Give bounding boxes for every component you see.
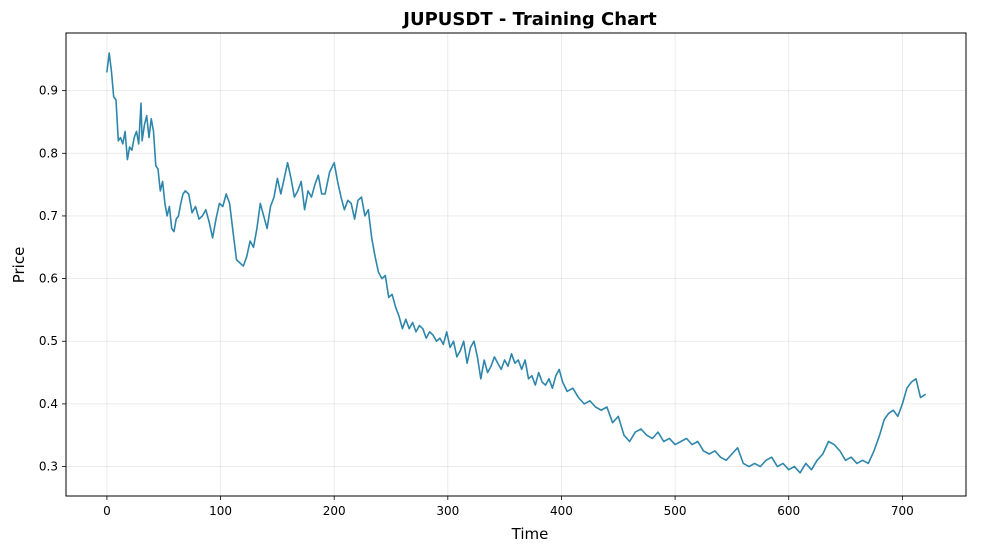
y-tick-label: 0.6 — [39, 272, 58, 286]
grid — [66, 33, 966, 496]
x-tick-label: 0 — [103, 504, 111, 518]
y-axis-label: Price — [10, 247, 28, 284]
x-tick-label: 100 — [209, 504, 232, 518]
chart-title: JUPUSDT - Training Chart — [401, 9, 657, 30]
x-axis-label: Time — [511, 525, 549, 543]
y-tick-label: 0.7 — [39, 209, 58, 223]
plot-frame — [65, 32, 967, 497]
y-tick-label: 0.8 — [39, 146, 58, 160]
price-series-line — [106, 52, 926, 474]
x-tick-label: 700 — [891, 504, 914, 518]
y-tick-label: 0.4 — [39, 397, 58, 411]
x-tick-label: 600 — [777, 504, 800, 518]
y-tick-label: 0.9 — [39, 84, 58, 98]
axis-ticks: 0 100 200 300 400 500 600 700 0.3 0.4 0.5 0.6 0.7 0.8… — [39, 84, 914, 518]
x-tick-label: 300 — [436, 504, 459, 518]
x-tick-label: 200 — [323, 504, 346, 518]
x-tick-label: 400 — [550, 504, 573, 518]
x-tick-label: 500 — [664, 504, 687, 518]
y-tick-label: 0.3 — [39, 460, 58, 474]
plot-area — [106, 52, 926, 474]
y-tick-label: 0.5 — [39, 334, 58, 348]
